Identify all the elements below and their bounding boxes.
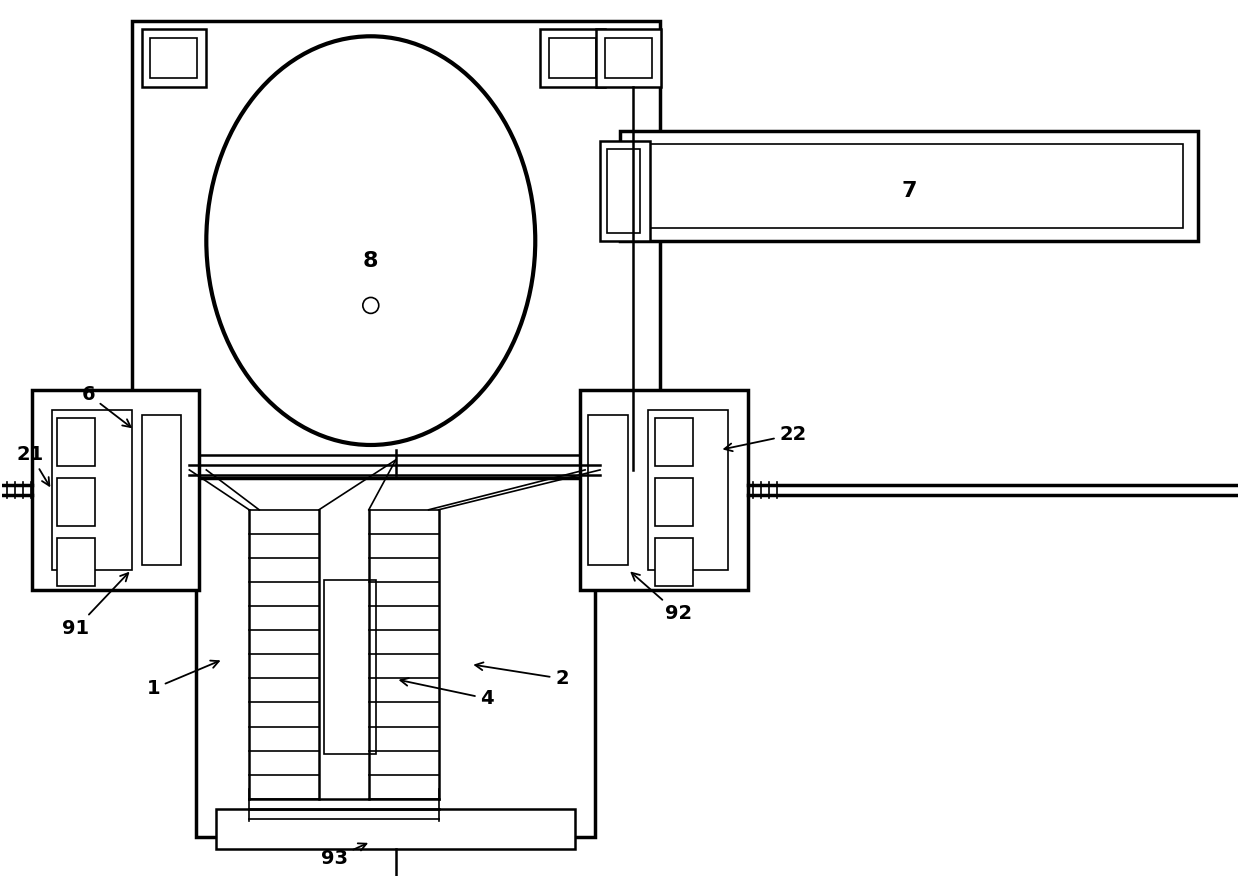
Bar (57, 538, 94, 586)
Text: 2: 2 (475, 662, 569, 688)
Text: 22: 22 (724, 425, 807, 451)
Bar (655, 418, 693, 466)
Bar (596, 29, 661, 87)
Bar (57, 478, 94, 525)
Bar (649, 410, 728, 569)
Text: 7: 7 (901, 181, 916, 201)
Bar (620, 131, 1198, 240)
Bar (216, 809, 575, 849)
Bar (131, 440, 190, 498)
Bar (600, 141, 650, 240)
Bar (606, 448, 649, 490)
Bar (32, 390, 200, 589)
Text: 91: 91 (62, 573, 128, 638)
Bar (131, 455, 660, 485)
Bar (196, 478, 595, 837)
Bar (57, 418, 94, 466)
Bar (150, 39, 197, 78)
Bar (549, 39, 596, 78)
Bar (52, 410, 131, 569)
Bar (655, 538, 693, 586)
Bar (140, 448, 181, 490)
Bar (131, 21, 660, 490)
Bar (580, 390, 748, 589)
Bar (141, 415, 181, 565)
Text: 93: 93 (321, 844, 367, 867)
Bar (141, 29, 206, 87)
Bar (655, 478, 693, 525)
Bar (324, 580, 376, 754)
Bar (635, 144, 1183, 228)
Text: 92: 92 (631, 573, 692, 624)
Text: 6: 6 (82, 385, 130, 427)
Text: 1: 1 (146, 660, 218, 698)
Bar (588, 415, 627, 565)
Ellipse shape (206, 36, 536, 445)
Circle shape (363, 297, 378, 313)
Bar (608, 149, 640, 232)
Bar (598, 440, 656, 498)
Bar (605, 39, 652, 78)
Text: 4: 4 (401, 678, 494, 708)
Bar (541, 29, 605, 87)
Text: 21: 21 (17, 445, 50, 486)
Text: 8: 8 (363, 251, 378, 271)
